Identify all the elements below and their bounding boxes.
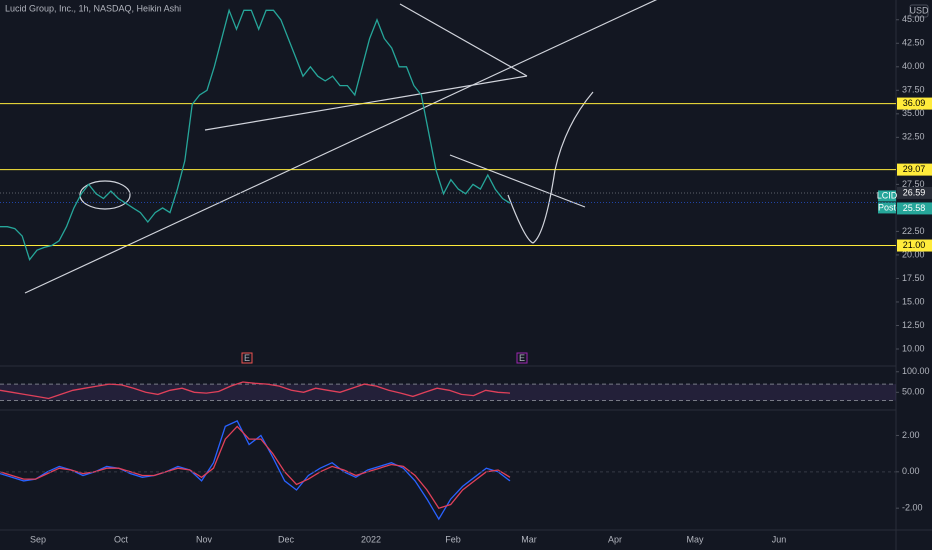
- level-label: 29.07: [903, 164, 926, 174]
- level-label: 21.00: [903, 240, 926, 250]
- x-tick-label: May: [686, 534, 704, 544]
- x-tick-label: 2022: [361, 534, 381, 544]
- y-tick-label: 45.00: [902, 14, 925, 24]
- x-tick-label: Feb: [445, 534, 461, 544]
- last-price-box: [897, 186, 932, 199]
- series-line: [0, 381, 511, 400]
- currency-box: [909, 4, 929, 18]
- y-tick-label: 37.50: [902, 85, 925, 95]
- event-box: [516, 352, 528, 364]
- currency: USD: [909, 5, 929, 15]
- y-tick-label: 100.00: [902, 366, 930, 376]
- y-tick-label: 32.50: [902, 132, 925, 142]
- post-price-box: [897, 202, 932, 215]
- x-tick-label: Oct: [114, 534, 129, 544]
- chart-title: Lucid Group, Inc., 1h, NASDAQ, Heikin As…: [5, 3, 181, 13]
- series-line: [0, 425, 511, 509]
- y-tick-label: 12.50: [902, 320, 925, 330]
- y-tick-label: -2.00: [902, 503, 923, 513]
- y-tick-label: 22.50: [902, 226, 925, 236]
- series-line: [0, 420, 511, 521]
- x-tick-label: Apr: [608, 534, 622, 544]
- y-tick-label: 50.00: [902, 387, 925, 397]
- event-box: [241, 352, 253, 364]
- event-label: E: [244, 353, 250, 363]
- x-tick-label: Mar: [521, 534, 537, 544]
- y-tick-label: 2.00: [902, 430, 920, 440]
- y-tick-label: 15.00: [902, 296, 925, 306]
- y-tick-label: 0.00: [902, 466, 920, 476]
- symbol: LCID: [877, 190, 898, 200]
- post-price: 25.58: [903, 203, 926, 213]
- y-tick-label: 42.50: [902, 38, 925, 48]
- y-tick-label: 20.00: [902, 249, 925, 259]
- event-label: E: [519, 353, 525, 363]
- last-price: 26.59: [903, 187, 926, 197]
- x-tick-label: Nov: [196, 534, 213, 544]
- y-tick-label: 35.00: [902, 108, 925, 118]
- rsi-band: [0, 384, 896, 401]
- level-label-box: [897, 239, 932, 252]
- session-box: [878, 202, 896, 214]
- x-tick-label: Dec: [278, 534, 295, 544]
- y-tick-label: 17.50: [902, 273, 925, 283]
- x-tick-label: Jun: [772, 534, 787, 544]
- level-label: 36.09: [903, 98, 926, 108]
- y-tick-label: 40.00: [902, 61, 925, 71]
- drawings: [24, 0, 658, 294]
- y-tick-label: 10.00: [902, 343, 925, 353]
- series-line: [0, 8, 511, 261]
- session: Post: [878, 202, 897, 212]
- y-tick-label: 27.50: [902, 179, 925, 189]
- symbol-box: [878, 190, 896, 202]
- level-label-box: [897, 163, 932, 176]
- level-label-box: [897, 97, 932, 110]
- x-tick-label: Sep: [30, 534, 46, 544]
